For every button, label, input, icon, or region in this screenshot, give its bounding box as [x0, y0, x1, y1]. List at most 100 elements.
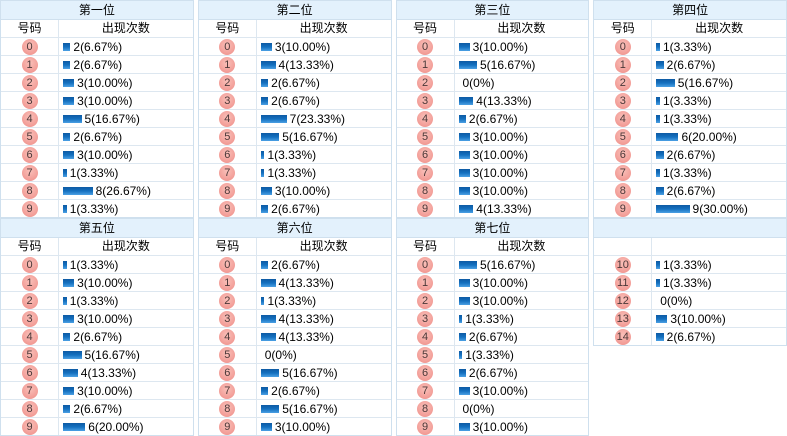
frequency-label: 3(10.00%): [472, 293, 528, 308]
table-row: 4 1(3.33%): [594, 110, 786, 128]
count-cell: 0(0%): [455, 400, 589, 417]
count-cell: 3(10.00%): [455, 292, 589, 309]
frequency-bar: [63, 78, 75, 87]
frequency-label: 1(3.33%): [662, 165, 712, 180]
frequency-bar: [63, 114, 82, 123]
count-cell: 2(6.67%): [257, 382, 391, 399]
number-badge: 8: [21, 400, 38, 417]
count-cell: 3(10.00%): [257, 38, 391, 55]
table-title: 第二位: [198, 1, 391, 20]
number-cell: 5: [397, 346, 455, 363]
number-badge: 0: [219, 256, 236, 273]
number-badge: 5: [417, 346, 433, 363]
count-cell: 1(3.33%): [652, 92, 786, 109]
count-cell: 3(10.00%): [652, 310, 786, 327]
frequency-bar: [260, 78, 269, 87]
number-badge: 12: [614, 292, 631, 309]
count-column-header: 出现次数: [101, 239, 150, 253]
number-badge: 5: [417, 128, 433, 145]
frequency-bar: [63, 132, 71, 141]
count-cell: 9(30.00%): [652, 200, 786, 217]
frequency-bar: [458, 422, 470, 431]
number-cell: 8: [397, 400, 455, 417]
frequency-label: 6(20.00%): [88, 419, 144, 434]
number-badge: 1: [219, 56, 236, 73]
number-column-header: 号码: [397, 238, 455, 255]
number-badge: 2: [219, 74, 236, 91]
table-title: 第三位: [396, 1, 589, 20]
number-badge: 1: [21, 274, 38, 291]
number-cell: 0: [1, 38, 59, 55]
frequency-bar: [458, 278, 470, 287]
count-cell: 6(20.00%): [652, 128, 786, 145]
count-cell: 2(6.67%): [257, 256, 391, 273]
number-cell: 6: [1, 364, 59, 381]
count-cell: 3(10.00%): [59, 310, 193, 327]
number-cell: 7: [1, 164, 59, 181]
count-cell: 2(6.67%): [652, 56, 786, 73]
number-column-header: 号码: [199, 238, 257, 255]
count-cell: 5(16.67%): [59, 346, 193, 363]
count-cell: 3(10.00%): [59, 74, 193, 91]
frequency-bar: [260, 42, 272, 51]
table-row: 12 0(0%): [594, 292, 786, 310]
count-cell: 2(6.67%): [652, 146, 786, 163]
frequency-bar: [63, 168, 67, 177]
number-badge: 3: [21, 92, 38, 109]
count-cell: 3(10.00%): [455, 382, 589, 399]
frequency-bar: [260, 132, 280, 141]
frequency-label: 2(6.67%): [666, 183, 716, 198]
table-row: 1 4(13.33%): [198, 274, 391, 292]
table-row: 1 5(16.67%): [396, 56, 589, 74]
frequency-label: 2(6.67%): [73, 39, 123, 54]
frequency-bar: [656, 314, 668, 323]
count-cell: 1(3.33%): [59, 200, 193, 217]
number-cell: 14: [594, 328, 653, 345]
table-row: 9 9(30.00%): [594, 200, 786, 217]
frequency-label: 1(3.33%): [465, 347, 514, 362]
number-cell: 2: [397, 74, 455, 91]
frequency-bar: [458, 314, 463, 323]
frequency-bar: [260, 186, 272, 195]
count-cell: 3(10.00%): [59, 92, 193, 109]
count-cell: 3(10.00%): [455, 128, 589, 145]
number-badge: 9: [219, 200, 236, 217]
count-cell: 1(3.33%): [59, 292, 193, 309]
number-badge: 2: [219, 292, 236, 309]
number-badge: 10: [614, 256, 631, 273]
count-cell: 5(16.67%): [257, 128, 391, 145]
number-cell: 1: [1, 56, 59, 73]
number-cell: 7: [199, 382, 257, 399]
table-column-headers: 号码 出现次数: [396, 20, 589, 38]
frequency-label: 1(3.33%): [662, 275, 712, 290]
number-badge: 8: [21, 182, 38, 199]
frequency-bar: [458, 42, 470, 51]
frequency-label: 1(3.33%): [662, 39, 712, 54]
frequency-label: 0(0%): [264, 347, 297, 362]
number-cell: 8: [397, 182, 455, 199]
table-row: 3 2(6.67%): [198, 92, 391, 110]
position-table: 第六位 号码 出现次数 0 2(6.67%) 1 4(13.33%) 2 1(3.33%) 3 4(…: [197, 218, 392, 436]
number-cell: 13: [594, 310, 653, 327]
frequency-label: 3(10.00%): [472, 147, 528, 162]
number-cell: 3: [594, 92, 653, 109]
frequency-bar: [63, 60, 71, 69]
number-cell: 10: [594, 256, 653, 273]
table-row: 2 1(3.33%): [1, 292, 193, 310]
count-cell: 5(16.67%): [652, 74, 786, 91]
number-cell: 12: [594, 292, 653, 309]
number-cell: 8: [1, 400, 59, 417]
position-table: 第三位 号码 出现次数 0 3(10.00%) 1 5(16.67%) 2 0(0%) 3 4(13…: [395, 0, 590, 218]
table-row: 4 2(6.67%): [396, 110, 589, 128]
table-title: 第五位: [1, 219, 193, 238]
frequency-label: 5(16.67%): [84, 111, 140, 126]
count-cell: 4(13.33%): [257, 310, 391, 327]
table-row: 0 3(10.00%): [396, 38, 589, 56]
count-cell: 7(23.33%): [257, 110, 391, 127]
frequency-label: 3(10.00%): [77, 275, 133, 290]
table-row: 7 2(6.67%): [198, 382, 391, 400]
table-row: 1 2(6.67%): [594, 56, 786, 74]
number-cell: 7: [1, 382, 59, 399]
count-cell: 2(6.67%): [455, 328, 589, 345]
count-cell: 3(10.00%): [257, 182, 391, 199]
